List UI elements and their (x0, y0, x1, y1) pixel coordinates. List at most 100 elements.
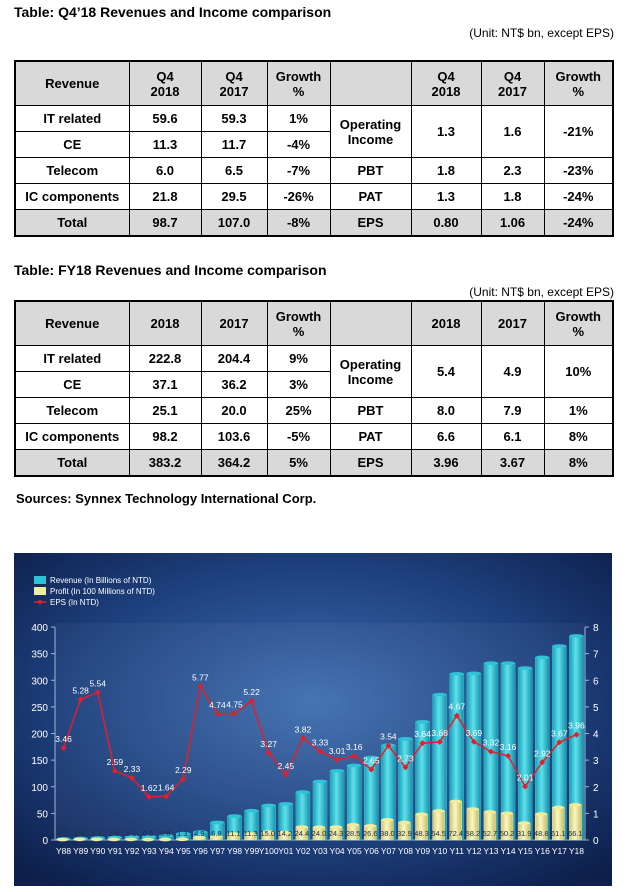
data-label: 38.0 (380, 829, 395, 838)
cell: -24% (543, 183, 614, 210)
data-label: 31.9 (517, 829, 532, 838)
eps-marker (470, 738, 477, 745)
data-label: 1.0 (109, 829, 119, 838)
table-row: Revenue 2018 2017 Growth % 2018 2017 Growth % (14, 300, 614, 346)
data-label: 26.6 (363, 829, 378, 838)
cell: 1% (543, 397, 614, 424)
eps-marker (94, 689, 101, 696)
x-tick-label: Y98 (227, 846, 242, 856)
bar-cap (483, 661, 498, 666)
table-row: Telecom 6.0 6.5 -7% PBT 1.8 2.3 -23% (14, 157, 614, 184)
data-label: 2.45 (278, 761, 295, 771)
data-label: 3.32 (483, 738, 500, 748)
y-tick-label: 250 (31, 703, 48, 714)
header-cell: Growth % (266, 300, 331, 346)
cell: 6.0 (128, 157, 202, 184)
data-label: 1.1 (74, 829, 84, 838)
table-title: Table: FY18 Revenues and Income comparis… (14, 262, 327, 278)
table-row: IC components 98.2 103.6 -5% PAT 6.6 6.1 8% (14, 423, 614, 450)
data-label: 3.27 (260, 739, 277, 749)
data-label: 1.1 (91, 829, 101, 838)
eps-marker (299, 735, 306, 742)
eps-marker (402, 764, 409, 771)
bar-cap (73, 837, 86, 842)
unit-note: (Unit: NT$ bn, except EPS) (469, 26, 614, 40)
cell: 364.2 (200, 449, 268, 477)
bar-cap (210, 820, 225, 825)
data-label: 5.28 (72, 685, 89, 695)
x-tick-label: Y100 (259, 846, 279, 856)
cell: IT related (14, 345, 130, 372)
cell: Operating Income (329, 105, 412, 158)
y-tick-label: 50 (37, 809, 49, 820)
eps-marker (60, 744, 67, 751)
y2-tick-label: 0 (593, 836, 599, 847)
cell: 103.6 (200, 423, 268, 450)
table-row: IC components 21.8 29.5 -26% PAT 1.3 1.8 -24% (14, 183, 614, 210)
table-row: Total 383.2 364.2 5% EPS 3.96 3.67 8% (14, 449, 614, 477)
eps-marker (163, 793, 170, 800)
bar-cap (518, 821, 531, 825)
data-label: 15.0 (260, 829, 275, 838)
legend-swatch (34, 587, 46, 595)
cell: 1.06 (480, 209, 545, 237)
bar-cap (330, 768, 345, 773)
data-label: 5.77 (192, 672, 209, 682)
bar-cap (278, 801, 293, 806)
cell: PBT (329, 397, 412, 424)
x-tick-label: Y89 (73, 846, 88, 856)
cell: -5% (266, 423, 331, 450)
eps-marker (436, 739, 443, 746)
cell: IC components (14, 183, 130, 210)
data-label: 3.54 (380, 732, 397, 742)
cell: 4.9 (480, 345, 545, 398)
legend-swatch (34, 576, 46, 584)
data-label: 2.01 (517, 772, 534, 782)
q4-table: Revenue Q4 2018 Q4 2017 Growth % Q4 2018 Q4 2… (14, 60, 614, 237)
x-tick-label: Y96 (193, 846, 208, 856)
cell: -7% (266, 157, 331, 184)
sources: Sources: Synnex Technology International… (16, 491, 317, 506)
cell: 6.1 (480, 423, 545, 450)
eps-marker (556, 739, 563, 746)
bar-cap (107, 837, 120, 842)
x-tick-label: Y06 (364, 846, 379, 856)
eps-marker (351, 752, 358, 759)
data-label: 3.16 (500, 742, 517, 752)
bar-cap (227, 832, 240, 836)
data-label: 66.1 (568, 829, 583, 838)
data-label: 2.65 (363, 755, 380, 765)
bar-cap (466, 807, 479, 811)
bar-cap (518, 666, 533, 670)
x-tick-label: Y07 (381, 846, 396, 856)
eps-marker (453, 712, 460, 719)
data-label: 2.33 (124, 764, 141, 774)
legend-label: Profit (In 100 Millions of NTD) (50, 587, 155, 596)
data-label: 54.5 (431, 829, 446, 838)
bar-cap (415, 812, 428, 817)
bar-cap (278, 830, 291, 835)
eps-marker (385, 742, 392, 749)
bar-cap (193, 835, 206, 840)
bar-cap (535, 655, 550, 660)
cell: 21.8 (128, 183, 202, 210)
cell: PAT (329, 423, 412, 450)
cell: 29.5 (200, 183, 268, 210)
bar-cap (381, 817, 394, 822)
table-row: CE 11.3 11.7 -4% (14, 131, 613, 158)
revenue-bar (517, 667, 533, 841)
cell: PAT (329, 183, 412, 210)
bar-cap (466, 671, 481, 676)
data-label: 5.54 (89, 678, 106, 688)
data-label: 4.67 (449, 702, 466, 712)
x-tick-label: Y03 (312, 846, 327, 856)
cell: 3.96 (410, 449, 482, 477)
cell: 383.2 (128, 449, 202, 477)
y-tick-label: 400 (31, 623, 48, 634)
eps-marker (265, 749, 272, 756)
bar-cap (193, 830, 208, 834)
data-label: 0.8 (143, 829, 153, 838)
y2-tick-label: 3 (593, 756, 599, 767)
data-label: 3.01 (329, 746, 346, 756)
